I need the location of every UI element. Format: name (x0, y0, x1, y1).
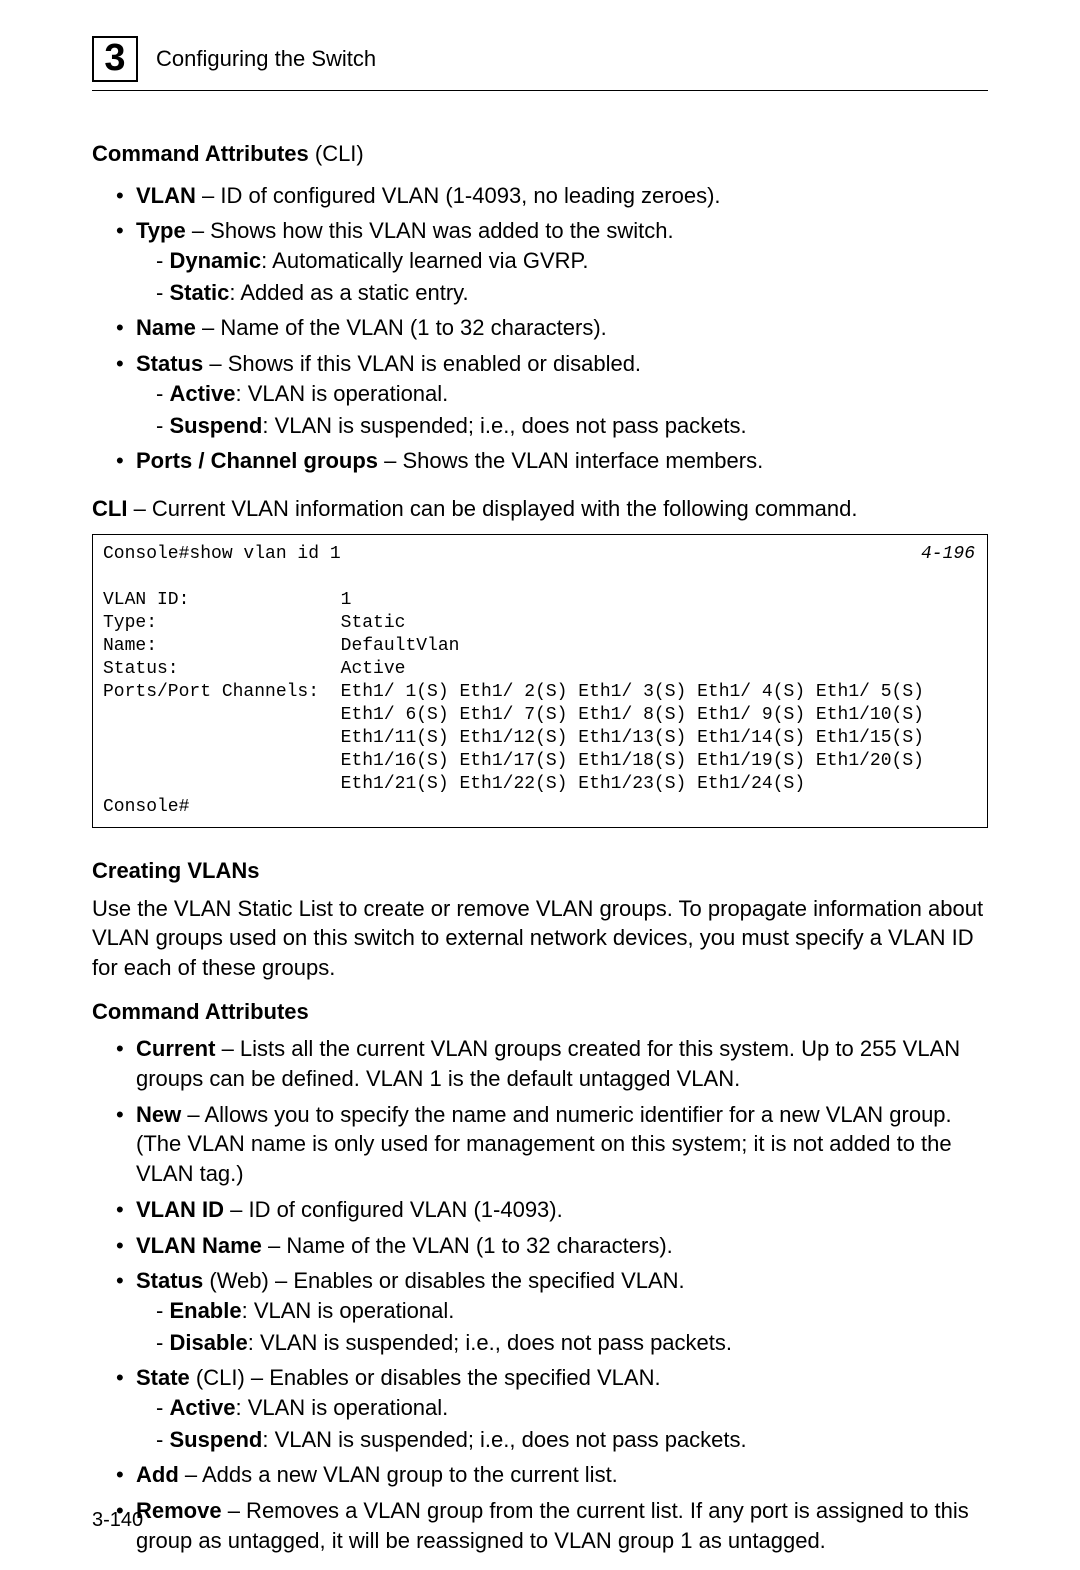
list-item: Name – Name of the VLAN (1 to 32 charact… (116, 313, 988, 343)
code-text: Console#show vlan id 1 VLAN ID: 1 Type: … (103, 544, 924, 817)
attr-term: Status (136, 1268, 203, 1293)
cli-output-box: 4-196Console#show vlan id 1 VLAN ID: 1 T… (92, 534, 988, 828)
sub-item: - Static: Added as a static entry. (156, 278, 988, 308)
sub-desc: : VLAN is operational. (236, 381, 449, 406)
sub-item: - Suspend: VLAN is suspended; i.e., does… (156, 1425, 988, 1455)
attr-desc: – Shows if this VLAN is enabled or disab… (203, 351, 641, 376)
list-item: Add – Adds a new VLAN group to the curre… (116, 1460, 988, 1490)
attr-desc: – ID of configured VLAN (1-4093, no lead… (196, 183, 721, 208)
attr-desc: – Shows how this VLAN was added to the s… (186, 218, 674, 243)
sub-desc: : Added as a static entry. (229, 280, 468, 305)
sub-term: Disable (169, 1330, 247, 1355)
attr-desc: (CLI) – Enables or disables the specifie… (190, 1365, 661, 1390)
sub-term: Dynamic (169, 248, 261, 273)
attributes-list-2: Current – Lists all the current VLAN gro… (116, 1034, 988, 1555)
attr-term: Current (136, 1036, 215, 1061)
attr-term: New (136, 1102, 181, 1127)
page-number: 3-140 (92, 1507, 143, 1534)
list-item: Ports / Channel groups – Shows the VLAN … (116, 446, 988, 476)
cli-bold: CLI (92, 496, 127, 521)
sub-list: - Dynamic: Automatically learned via GVR… (156, 246, 988, 307)
attr-desc: – Name of the VLAN (1 to 32 characters). (196, 315, 607, 340)
attr-desc: – Lists all the current VLAN groups crea… (136, 1036, 960, 1091)
list-item: Type – Shows how this VLAN was added to … (116, 216, 988, 307)
sub-desc: : Automatically learned via GVRP. (261, 248, 588, 273)
page-header: 3 Configuring the Switch (92, 36, 988, 91)
attr-desc: – Shows the VLAN interface members. (378, 448, 763, 473)
heading-creating-vlans: Creating VLANs (92, 856, 988, 886)
attr-desc: – ID of configured VLAN (1-4093). (224, 1197, 563, 1222)
sub-item: - Active: VLAN is operational. (156, 379, 988, 409)
attr-desc: (Web) – Enables or disables the specifie… (203, 1268, 684, 1293)
attr-term: Remove (136, 1498, 222, 1523)
subheading-command-attributes: Command Attributes (92, 997, 988, 1027)
attr-term: VLAN ID (136, 1197, 224, 1222)
attr-term: VLAN Name (136, 1233, 262, 1258)
list-item: VLAN ID – ID of configured VLAN (1-4093)… (116, 1195, 988, 1225)
list-item: Status (Web) – Enables or disables the s… (116, 1266, 988, 1357)
sub-item: - Enable: VLAN is operational. (156, 1296, 988, 1326)
sub-desc: : VLAN is suspended; i.e., does not pass… (262, 413, 746, 438)
section-title-bold: Command Attributes (92, 141, 309, 166)
cli-rest: – Current VLAN information can be displa… (127, 496, 857, 521)
attr-term: Type (136, 218, 186, 243)
section-title-command-attributes-cli: Command Attributes (CLI) (92, 139, 988, 169)
creating-vlans-paragraph: Use the VLAN Static List to create or re… (92, 894, 988, 983)
sub-item: - Disable: VLAN is suspended; i.e., does… (156, 1328, 988, 1358)
attr-term: Status (136, 351, 203, 376)
chapter-number-badge: 3 (92, 36, 138, 82)
attr-desc: – Name of the VLAN (1 to 32 characters). (262, 1233, 673, 1258)
attr-term: VLAN (136, 183, 196, 208)
list-item: State (CLI) – Enables or disables the sp… (116, 1363, 988, 1454)
sub-term: Active (169, 1395, 235, 1420)
attr-term: Ports / Channel groups (136, 448, 378, 473)
list-item: VLAN Name – Name of the VLAN (1 to 32 ch… (116, 1231, 988, 1261)
sub-term: Suspend (169, 1427, 262, 1452)
attr-desc: – Allows you to specify the name and num… (136, 1102, 952, 1186)
attributes-list-1: VLAN – ID of configured VLAN (1-4093, no… (116, 181, 988, 476)
list-item: VLAN – ID of configured VLAN (1-4093, no… (116, 181, 988, 211)
attr-term: Add (136, 1462, 179, 1487)
section-title-paren: (CLI) (309, 141, 364, 166)
sub-item: - Active: VLAN is operational. (156, 1393, 988, 1423)
sub-desc: : VLAN is suspended; i.e., does not pass… (262, 1427, 746, 1452)
chapter-title: Configuring the Switch (156, 44, 376, 74)
sub-list: - Active: VLAN is operational. - Suspend… (156, 1393, 988, 1454)
sub-term: Enable (169, 1298, 241, 1323)
sub-item: - Dynamic: Automatically learned via GVR… (156, 246, 988, 276)
attr-term: State (136, 1365, 190, 1390)
cli-description: CLI – Current VLAN information can be di… (92, 494, 988, 524)
sub-desc: : VLAN is suspended; i.e., does not pass… (248, 1330, 732, 1355)
list-item: Status – Shows if this VLAN is enabled o… (116, 349, 988, 440)
sub-term: Active (169, 381, 235, 406)
sub-list: - Active: VLAN is operational. - Suspend… (156, 379, 988, 440)
sub-desc: : VLAN is operational. (236, 1395, 449, 1420)
list-item: Remove – Removes a VLAN group from the c… (116, 1496, 988, 1555)
sub-desc: : VLAN is operational. (242, 1298, 455, 1323)
sub-term: Static (169, 280, 229, 305)
list-item: Current – Lists all the current VLAN gro… (116, 1034, 988, 1093)
sub-term: Suspend (169, 413, 262, 438)
attr-desc: – Removes a VLAN group from the current … (136, 1498, 969, 1553)
code-reference: 4-196 (921, 543, 975, 566)
sub-list: - Enable: VLAN is operational. - Disable… (156, 1296, 988, 1357)
attr-desc: – Adds a new VLAN group to the current l… (179, 1462, 618, 1487)
sub-item: - Suspend: VLAN is suspended; i.e., does… (156, 411, 988, 441)
list-item: New – Allows you to specify the name and… (116, 1100, 988, 1189)
attr-term: Name (136, 315, 196, 340)
